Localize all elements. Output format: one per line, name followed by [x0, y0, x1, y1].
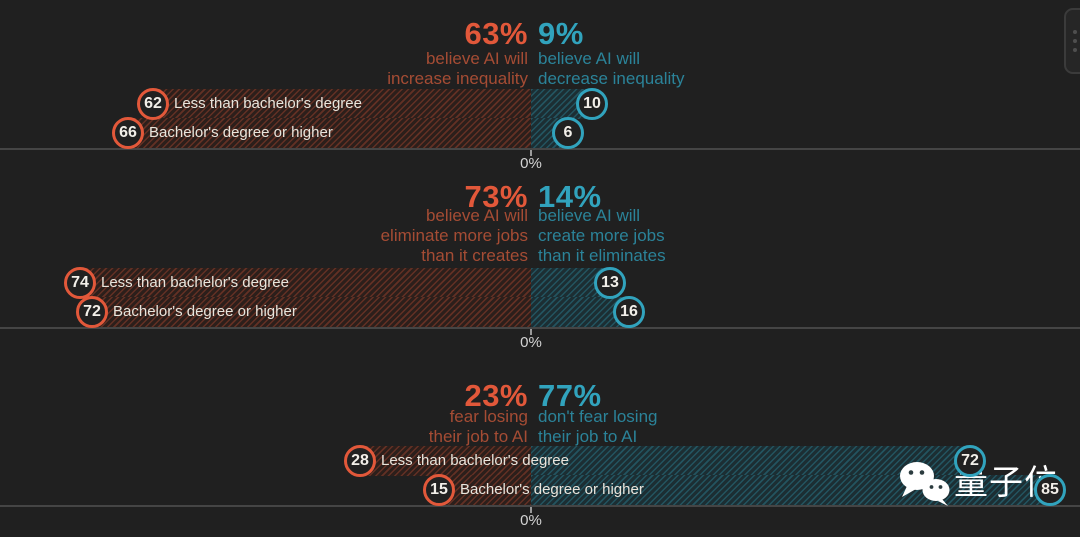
value-circle-right: 6 [552, 117, 584, 149]
headline-right-value: 14% [538, 179, 602, 214]
headline-right-line: don't fear losing [538, 407, 658, 426]
headline-right-line: decrease inequality [538, 69, 685, 88]
axis-line [0, 327, 1080, 329]
headline-left-lines: fear losing their job to AI [0, 407, 528, 447]
axis-zero-label: 0% [520, 155, 542, 172]
bar-left [92, 297, 531, 327]
headline-right: 9% believe AI will decrease inequality [538, 0, 978, 148]
axis-zero-label: 0% [520, 334, 542, 351]
category-label: Bachelor's degree or higher [149, 124, 333, 141]
headline-right: 14% believe AI will create more jobs than i… [538, 179, 978, 327]
axis-line [0, 148, 1080, 150]
headline-left-line: eliminate more jobs [380, 226, 528, 245]
bar-left [128, 118, 531, 148]
headline-left-lines: believe AI will eliminate more jobs than i… [0, 206, 528, 266]
axis-tick [530, 150, 532, 156]
headline-left: 73% believe AI will eliminate more jobs tha… [0, 179, 528, 327]
headline-left-value: 23% [464, 378, 528, 413]
headline-right-line: believe AI will [538, 206, 641, 225]
value-circle-left: 66 [112, 117, 144, 149]
value-circle-right: 13 [594, 267, 626, 299]
category-label: Bachelor's degree or higher [113, 303, 297, 320]
headline-right-line: than it eliminates [538, 246, 666, 265]
headline-right-value: 77% [538, 378, 602, 413]
headline-right-line: believe AI will [538, 49, 641, 68]
headline-left-line: believe AI will [425, 49, 528, 68]
value-circle-right: 10 [576, 88, 608, 120]
headline-left: 23% fear losing their job to AI [0, 357, 528, 505]
bar-right [531, 475, 1050, 505]
headline-right-lines: don't fear losing their job to AI [538, 407, 978, 447]
headline-left: 63% believe AI will increase inequality [0, 0, 528, 148]
value-circle-left: 62 [137, 88, 169, 120]
headline-right: 77% don't fear losing their job to AI [538, 357, 978, 505]
bar-left [80, 268, 531, 298]
bar-left [153, 89, 531, 119]
headline-left-line: fear losing [449, 407, 528, 426]
headline-left-line: believe AI will [425, 206, 528, 225]
axis-tick [530, 329, 532, 335]
value-circle-right: 16 [613, 296, 645, 328]
headline-left-lines: believe AI will increase inequality [0, 49, 528, 89]
category-label: Less than bachelor's degree [101, 274, 289, 291]
headline-left-line: their job to AI [428, 427, 528, 446]
value-circle-left: 72 [76, 296, 108, 328]
headline-left-line: increase inequality [387, 69, 528, 88]
category-label: Less than bachelor's degree [174, 95, 362, 112]
chart-section-job-fear: 23% fear losing their job to AI 77% don't fe… [0, 357, 1080, 537]
bar-right [531, 446, 970, 476]
headline-right-lines: believe AI will create more jobs than it e… [538, 206, 978, 266]
axis-zero-label: 0% [520, 512, 542, 529]
bar-left [360, 446, 531, 476]
grip-handle-icon [1073, 30, 1077, 52]
headline-left-line: than it creates [421, 246, 528, 265]
chart-section-inequality: 63% believe AI will increase inequality 9% b… [0, 0, 1080, 179]
headline-right-line: their job to AI [538, 427, 638, 446]
category-label: Less than bachelor's degree [381, 452, 569, 469]
value-circle-left: 74 [64, 267, 96, 299]
headline-right-line: create more jobs [538, 226, 665, 245]
value-circle-right: 85 [1034, 474, 1066, 506]
floating-widget[interactable] [1064, 8, 1080, 74]
value-circle-right: 72 [954, 445, 986, 477]
value-circle-left: 28 [344, 445, 376, 477]
headline-right-lines: believe AI will decrease inequality [538, 49, 978, 89]
bar-right [531, 297, 629, 327]
headline-left-value: 73% [464, 179, 528, 214]
value-circle-left: 15 [423, 474, 455, 506]
category-label: Bachelor's degree or higher [460, 481, 644, 498]
axis-tick [530, 507, 532, 513]
axis-line [0, 505, 1080, 507]
headline-left-value: 63% [464, 16, 528, 51]
headline-right-value: 9% [538, 16, 584, 51]
wechat-icon [900, 462, 950, 506]
chart-section-jobs: 73% believe AI will eliminate more jobs tha… [0, 179, 1080, 357]
